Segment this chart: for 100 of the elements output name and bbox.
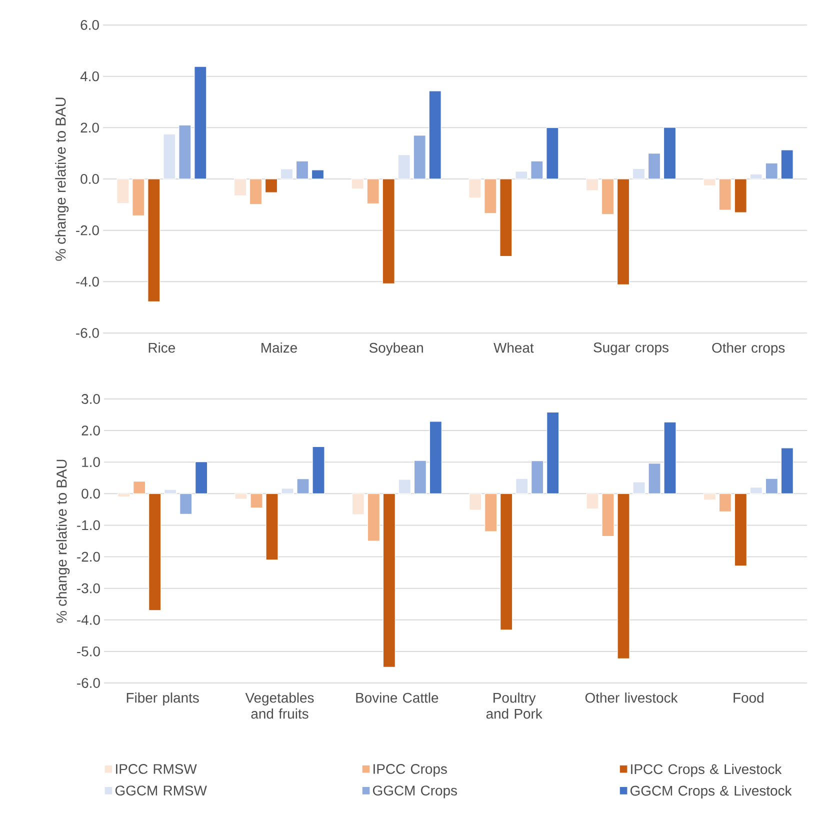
bar — [163, 134, 176, 180]
y-tick-label: -1.0 — [77, 520, 100, 530]
x-tick-label: Vegetables and fruits — [245, 692, 314, 719]
y-axis-title: % change relative to BAU — [55, 98, 69, 261]
x-tick-label: Poultry and Pork — [486, 692, 543, 719]
bar — [428, 90, 442, 180]
bar — [148, 178, 160, 302]
bar — [586, 493, 599, 510]
bar — [546, 412, 560, 494]
bar — [178, 124, 192, 180]
bar — [484, 493, 498, 532]
bar — [530, 160, 544, 180]
bar — [250, 178, 262, 205]
legend-label: GGCM Crops & Livestock — [630, 785, 792, 798]
x-tick-label: Maize — [262, 342, 298, 353]
bar — [118, 493, 130, 498]
bar — [133, 481, 146, 494]
bar — [351, 178, 364, 190]
bar — [383, 493, 396, 668]
bar — [664, 422, 676, 494]
bar — [719, 493, 732, 512]
bar — [312, 446, 325, 494]
bar — [280, 168, 294, 180]
bar — [515, 170, 528, 180]
bar — [546, 127, 559, 180]
y-tick-label: -5.0 — [77, 646, 100, 656]
bar — [617, 493, 630, 659]
x-tick-label: Other livestock — [586, 692, 678, 703]
x-tick-label: Rice — [149, 342, 176, 353]
bar — [703, 178, 716, 186]
bar — [265, 178, 278, 193]
bar — [648, 463, 661, 494]
bar — [704, 493, 716, 500]
bar — [234, 178, 247, 196]
bar — [734, 493, 748, 566]
x-tick-label: Other crops — [712, 342, 785, 356]
y-tick-label: -6.0 — [76, 328, 100, 338]
y-tick-label: 2.0 — [82, 426, 100, 436]
bar — [718, 178, 732, 210]
bar — [366, 178, 380, 204]
bar — [632, 482, 646, 494]
bar — [234, 493, 248, 500]
y-tick-label: -2.0 — [77, 552, 100, 562]
bar — [368, 493, 380, 542]
bar — [430, 421, 442, 494]
bar — [516, 478, 528, 494]
bar — [765, 162, 778, 180]
bar — [780, 150, 794, 180]
legend-label: IPCC Crops & Livestock — [631, 764, 782, 777]
bar — [352, 493, 365, 515]
bar — [602, 178, 614, 215]
y-tick-label: 0.0 — [80, 174, 100, 184]
bar — [664, 127, 676, 180]
bar — [484, 178, 497, 214]
x-tick-label: Soybean — [370, 342, 424, 356]
y-tick-label: 2.0 — [80, 122, 100, 133]
x-tick-label: Sugar crops — [594, 342, 669, 356]
legend-label: GGCM RMSW — [116, 786, 208, 796]
y-tick-label: 6.0 — [80, 20, 100, 30]
bar — [414, 460, 427, 494]
y-tick-label: -6.0 — [77, 678, 100, 688]
bar — [398, 479, 412, 494]
bar — [602, 493, 614, 537]
y-tick-label: 1.0 — [82, 457, 100, 468]
bar — [781, 448, 794, 494]
bar — [750, 174, 763, 180]
bar — [468, 178, 482, 198]
legend-label: IPCC Crops — [374, 764, 448, 777]
bar — [281, 488, 294, 494]
bar — [398, 154, 411, 180]
bar — [586, 178, 599, 191]
bar — [750, 487, 763, 494]
bar — [296, 478, 310, 494]
y-tick-label: 4.0 — [80, 71, 100, 82]
bar — [250, 493, 263, 508]
bar — [195, 462, 208, 494]
bar — [312, 170, 324, 180]
y-tick-label: -2.0 — [76, 225, 100, 236]
y-tick-label: -4.0 — [77, 614, 100, 625]
bar — [500, 493, 513, 630]
bar — [382, 178, 396, 284]
bar — [164, 489, 177, 494]
y-tick-label: -4.0 — [76, 276, 100, 287]
y-tick-label: -3.0 — [77, 583, 100, 594]
y-tick-label: 0.0 — [82, 488, 100, 499]
y-axis-title: % change relative to BAU — [56, 460, 70, 623]
bar — [734, 178, 748, 213]
x-tick-label: Fiber plants — [127, 692, 200, 706]
bar — [266, 493, 278, 560]
bar — [632, 168, 646, 180]
x-tick-label: Wheat — [494, 342, 534, 353]
bar — [296, 160, 309, 180]
legend-label: GGCM Crops — [373, 786, 458, 798]
bar — [617, 178, 630, 286]
x-tick-label: Bovine Cattle — [356, 692, 438, 703]
legend-label: IPCC RMSW — [116, 764, 198, 774]
y-tick-label: 3.0 — [82, 394, 100, 404]
bar — [116, 178, 130, 204]
bar — [148, 493, 162, 611]
bar — [180, 493, 192, 514]
